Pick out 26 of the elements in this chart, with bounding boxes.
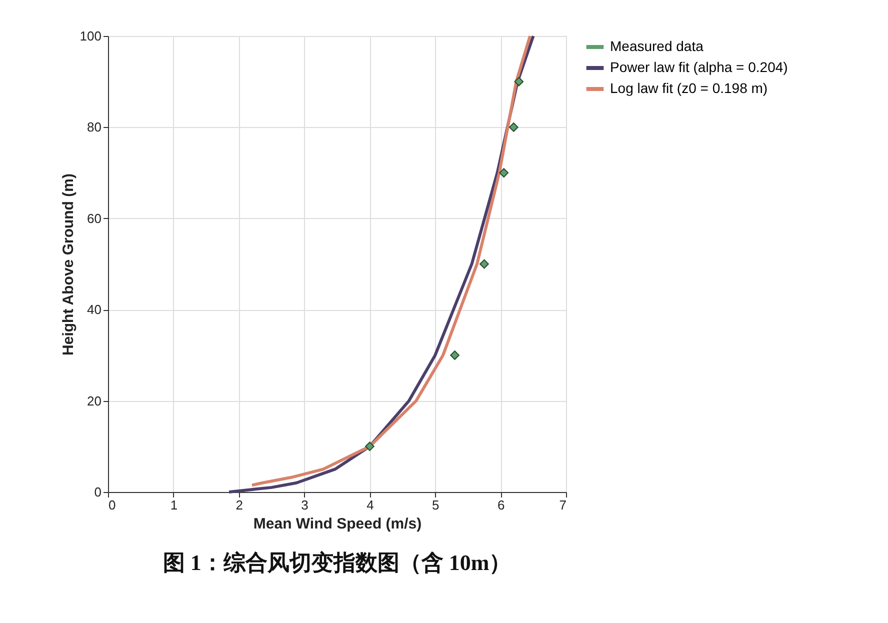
x-tick-label: 7 bbox=[559, 498, 566, 512]
point bbox=[514, 76, 524, 86]
text: 图 1：综合风切变指数图（含 10m） bbox=[162, 550, 512, 575]
y-axis-title: Height Above Ground (m) bbox=[60, 174, 77, 356]
x-axis-title: Mean Wind Speed (m/s) bbox=[253, 516, 422, 532]
x-tick-label: 5 bbox=[432, 498, 440, 512]
point bbox=[365, 442, 374, 452]
legend-label: Power law fit (alpha = 0.204) bbox=[610, 59, 788, 75]
x-tick-label: 2 bbox=[236, 498, 243, 512]
y-tick-label: 100 bbox=[80, 28, 102, 44]
y-tick-label: 20 bbox=[87, 393, 102, 408]
x-tick-label: 4 bbox=[366, 498, 374, 512]
y-tick-label: 80 bbox=[87, 120, 102, 135]
x-tick-label: 1 bbox=[170, 498, 178, 512]
point bbox=[450, 350, 460, 360]
x-tick-label: 3 bbox=[301, 498, 308, 512]
y-tick-label: 0 bbox=[94, 484, 102, 500]
legend-label: Measured data bbox=[610, 38, 704, 54]
y-tick-label: 40 bbox=[87, 302, 102, 318]
y-tick-label: 60 bbox=[87, 210, 102, 226]
legend-label: Log law fit (z0 = 0.198 m) bbox=[610, 80, 768, 96]
point bbox=[508, 122, 518, 132]
point bbox=[499, 168, 509, 178]
point bbox=[480, 259, 489, 269]
x-tick-label: 6 bbox=[497, 498, 505, 512]
x-tick-label: 0 bbox=[108, 498, 116, 512]
